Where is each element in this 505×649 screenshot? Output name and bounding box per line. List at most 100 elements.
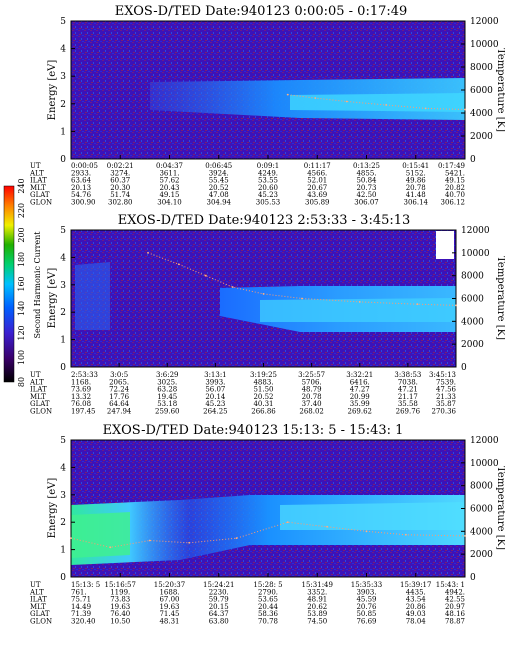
ephemeris-value: 4855. <box>356 169 376 177</box>
temperature-point <box>464 108 466 111</box>
ephemeris-row-label: GLON <box>30 199 52 207</box>
temperature-point <box>231 286 234 288</box>
ephemeris-value: 15:35:33 <box>351 581 382 589</box>
ephemeris-value: 20.97 <box>445 603 465 611</box>
temperature-tick-label: 4000 <box>470 109 493 119</box>
panel-2-temperature <box>147 251 457 307</box>
temperature-tick-label: 4000 <box>470 527 493 537</box>
ephemeris-value: 268.02 <box>299 408 324 416</box>
ephemeris-value: 306.12 <box>441 199 466 207</box>
temperature-point <box>464 535 466 537</box>
ephemeris-value: 15:43: 1 <box>436 581 465 589</box>
ephemeris-value: 49.15 <box>445 177 465 185</box>
ephemeris-value: 4883. <box>253 378 273 386</box>
energy-tick-label: 5 <box>60 436 66 446</box>
ephemeris-value: 264.25 <box>203 408 228 416</box>
ephemeris-value: 306.14 <box>404 199 429 207</box>
ephemeris-row-label: ALT <box>29 169 44 177</box>
temperature-point <box>286 93 289 96</box>
ephemeris-value: 45.23 <box>205 400 225 408</box>
temperature-point <box>262 293 265 295</box>
ephemeris-value: 20.44 <box>258 603 279 611</box>
panel-1-y-label: Energy [eV] <box>47 60 58 121</box>
colorbar: 80 100 120 140 160 180 200 220 240 Second Harmon… <box>3 178 42 387</box>
temperature-tick-label: 10000 <box>470 40 499 50</box>
ephemeris-value: 63.80 <box>209 618 229 626</box>
ephemeris-value: 51.50 <box>253 386 273 394</box>
ephemeris-value: 20.62 <box>307 603 327 611</box>
ephemeris-value: 4566. <box>307 169 327 177</box>
temperature-point <box>424 107 427 110</box>
ephemeris-value: 15:39:17 <box>400 581 431 589</box>
panel-1-title: EXOS-D/TED Date:940123 0:00:05 - 0:17:49 <box>115 4 408 19</box>
panel-2: EXOS-D/TED Date:940123 2:53:33 - 3:45:13… <box>29 213 505 416</box>
ephemeris-value: 43.54 <box>406 596 427 604</box>
panel-2-missing-data <box>436 231 454 259</box>
ephemeris-value: 20.13 <box>71 184 91 192</box>
ephemeris-value: 19.63 <box>159 603 179 611</box>
ephemeris-value: 266.86 <box>251 408 276 416</box>
ephemeris-value: 3:25:57 <box>298 371 325 379</box>
energy-tick-label: 0 <box>60 573 66 583</box>
panel-3-title: EXOS-D/TED Date:940123 15:13: 5 - 15:43:… <box>103 423 404 438</box>
ephemeris-value: 41.48 <box>406 191 426 199</box>
ephemeris-row-label: GLON <box>30 408 52 416</box>
ephemeris-value: 269.76 <box>396 408 421 416</box>
ephemeris-row-label: ILAT <box>30 596 47 604</box>
ephemeris-value: 306.07 <box>354 199 379 207</box>
temperature-tick-label: 6000 <box>470 86 493 96</box>
ephemeris-value: 3:13:1 <box>204 371 227 379</box>
panel-1-temperature <box>286 93 466 111</box>
temperature-point <box>365 530 368 533</box>
panel-1-band-core <box>290 93 465 112</box>
ephemeris-value: 71.45 <box>159 610 179 618</box>
ephemeris-value: 20.78 <box>302 393 322 401</box>
temperature-tick-label: 0 <box>461 363 467 373</box>
ephemeris-value: 1199. <box>110 588 130 596</box>
ephemeris-value: 40.31 <box>253 400 273 408</box>
temperature-point <box>235 537 238 540</box>
panel-3-y2-label: Temperature [K] <box>495 466 505 550</box>
ephemeris-value: 59.79 <box>209 596 229 604</box>
energy-tick-label: 2 <box>60 518 66 528</box>
ephemeris-value: 0:00:05 <box>71 162 98 170</box>
colorbar-tick-label: 140 <box>17 301 26 316</box>
energy-tick-label: 1 <box>60 546 66 556</box>
energy-tick-label: 2 <box>60 308 66 318</box>
temperature-point <box>345 100 348 103</box>
colorbar-tick-label: 220 <box>17 203 26 218</box>
ephemeris-value: 4435. <box>406 588 426 596</box>
colorbar-tick-label: 160 <box>17 276 26 291</box>
ephemeris-value: 2790. <box>258 588 278 596</box>
ephemeris-value: 64.64 <box>109 400 130 408</box>
energy-tick-label: 4 <box>60 463 66 473</box>
energy-tick-label: 1 <box>60 127 66 137</box>
ephemeris-value: 78.04 <box>406 618 427 626</box>
ephemeris-value: 304.10 <box>157 199 182 207</box>
ephemeris-value: 43.69 <box>307 191 327 199</box>
panel-1-y2-ticks: 0 2000 4000 6000 8000 10000 12000 <box>461 17 499 165</box>
ephemeris-value: 73.83 <box>110 596 130 604</box>
ephemeris-row-label: UT <box>30 162 41 170</box>
ephemeris-value: 0:13:25 <box>353 162 380 170</box>
ephemeris-value: 197.45 <box>71 408 96 416</box>
ephemeris-value: 19.63 <box>110 603 130 611</box>
ephemeris-value: 320.40 <box>71 618 96 626</box>
ephemeris-value: 19.45 <box>157 393 177 401</box>
ephemeris-value: 47.56 <box>436 386 457 394</box>
colorbar-label: Second Harmonic Current <box>33 231 42 339</box>
ephemeris-value: 60.37 <box>110 177 130 185</box>
panel-3-band-hot <box>71 512 130 558</box>
ephemeris-value: 53.18 <box>157 400 177 408</box>
ephemeris-value: 20.60 <box>258 184 278 192</box>
ephemeris-value: 20.86 <box>406 603 427 611</box>
ephemeris-value: 7038. <box>398 378 418 386</box>
ephemeris-value: 0:06:45 <box>205 162 232 170</box>
ephemeris-value: 305.53 <box>256 199 281 207</box>
temperature-point <box>385 104 388 106</box>
ephemeris-value: 47.27 <box>350 386 370 394</box>
ephemeris-value: 0:17:49 <box>438 162 465 170</box>
temperature-tick-label: 8000 <box>461 272 484 282</box>
ephemeris-value: 4942. <box>445 588 465 596</box>
panel-3: EXOS-D/TED Date:940123 15:13: 5 - 15:43:… <box>29 423 505 626</box>
